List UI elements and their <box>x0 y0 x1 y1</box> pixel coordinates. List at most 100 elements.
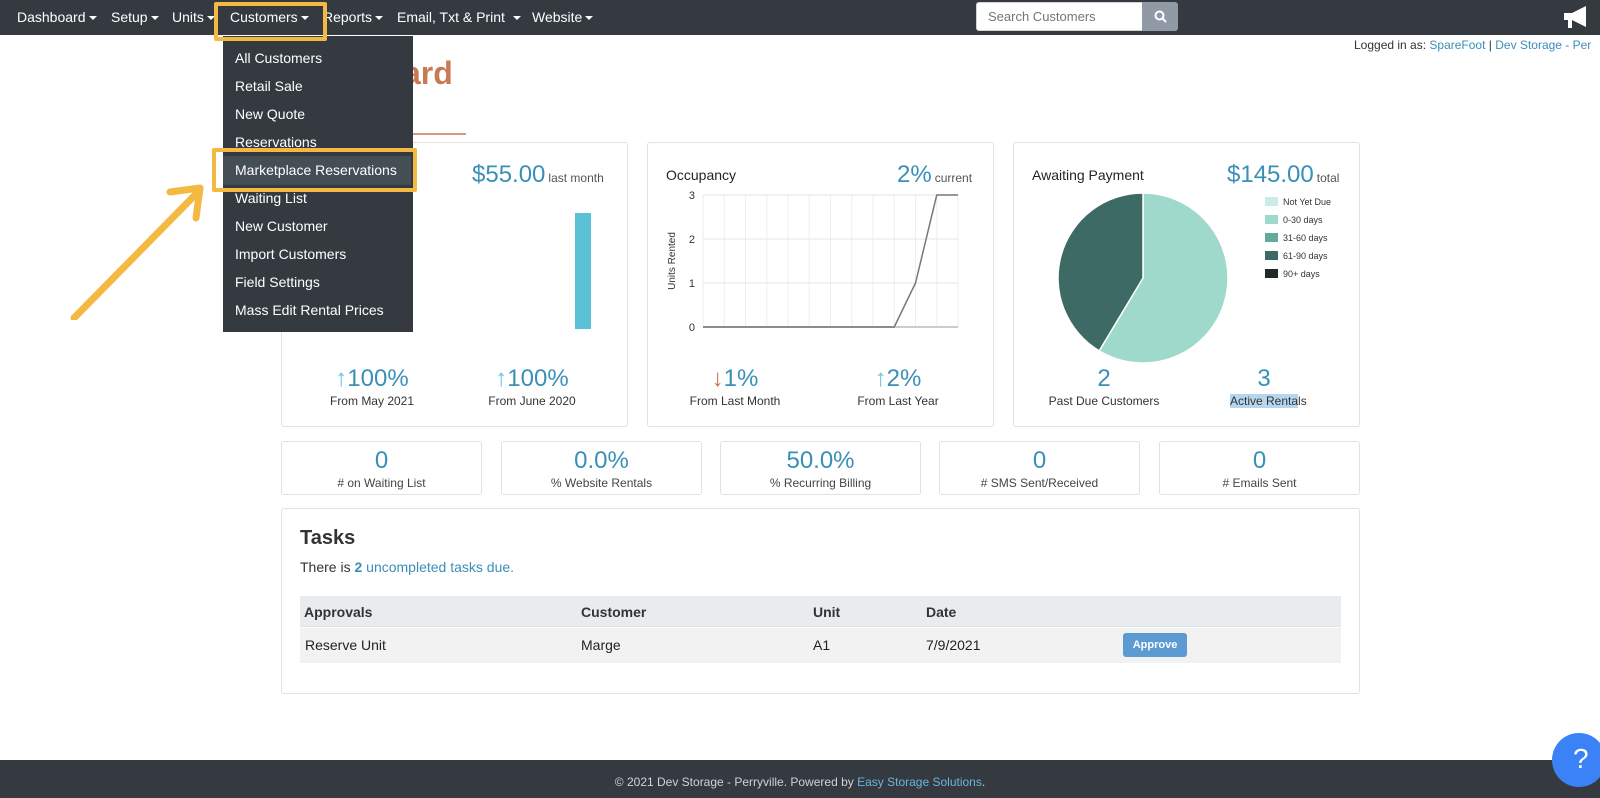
col-unit: Unit <box>813 604 841 620</box>
annotation-arrow-icon <box>70 184 204 320</box>
occupancy-y-tick: 2 <box>689 234 695 246</box>
nav-units-label: Units <box>172 9 204 25</box>
nav-dashboard[interactable]: Dashboard <box>17 9 97 25</box>
arrow-up-icon: ↑ <box>335 365 348 392</box>
revenue-value-wrap: $55.00 last month <box>472 161 604 189</box>
occupancy-y-tick: 0 <box>689 322 695 334</box>
arrow-down-icon: ↓ <box>711 365 724 392</box>
arrow-up-icon: ↑ <box>495 365 508 392</box>
nav-setup[interactable]: Setup <box>111 9 159 25</box>
website-rentals-value: 0.0% <box>574 447 629 474</box>
emails-value: 0 <box>1252 447 1267 474</box>
menu-all-customers[interactable]: All Customers <box>235 50 323 66</box>
waiting-list-label: # on Waiting List <box>337 476 426 490</box>
logged-in-info: Logged in as: SpareFoot | Dev Storage - … <box>1354 38 1591 52</box>
title-underline <box>412 133 466 135</box>
legend-swatch <box>1265 197 1278 206</box>
revenue-stat2-value: 100% <box>507 365 569 392</box>
row-date: 7/9/2021 <box>926 637 981 653</box>
row-customer-link[interactable]: Marge <box>581 637 621 653</box>
website-rentals-label: % Website Rentals <box>550 476 653 490</box>
recurring-billing-value: 50.0% <box>786 447 855 474</box>
occupancy-label: Occupancy <box>666 167 737 183</box>
footer: © 2021 Dev Storage - Perryville. Powered… <box>0 760 1600 798</box>
nav-website-label: Website <box>532 9 583 25</box>
payment-value-wrap: $145.00 total <box>1227 161 1339 189</box>
approve-button[interactable]: Approve <box>1123 633 1187 657</box>
occupancy-stat2-label: From Last Year <box>857 394 939 408</box>
search-icon <box>1154 10 1167 23</box>
pie-slice <box>1057 192 1144 352</box>
footer-prefix: © 2021 Dev Storage - Perryville. Powered… <box>614 775 854 789</box>
revenue-stat1-value: 100% <box>347 365 409 392</box>
nav-customers[interactable]: Customers <box>230 9 309 25</box>
payment-period: total <box>1316 171 1340 185</box>
nav-email-txt-print[interactable]: Email, Txt & Print <box>397 9 521 25</box>
occupancy-card: Occupancy 2% current 0 1 2 3 Units Rented ↓1%… <box>647 142 994 427</box>
occupancy-stat1: ↓1% <box>672 365 798 393</box>
waiting-list-value: 0 <box>374 447 389 474</box>
footer-suffix: . <box>981 775 986 789</box>
nav-website[interactable]: Website <box>532 9 594 25</box>
occupancy-stat1-value: 1% <box>723 365 759 392</box>
row-unit-link[interactable]: A1 <box>813 637 831 653</box>
footer-link[interactable]: Easy Storage Solutions <box>857 775 982 789</box>
nav-units[interactable]: Units <box>172 9 215 25</box>
search-button[interactable] <box>1142 2 1178 31</box>
recurring-billing-card: 50.0% % Recurring Billing <box>720 441 921 495</box>
nav-customers-label: Customers <box>230 9 298 25</box>
caret-down-icon <box>300 16 309 21</box>
menu-new-quote[interactable]: New Quote <box>235 106 306 122</box>
revenue-stat1-label: From May 2021 <box>329 394 415 408</box>
revenue-bar-chart <box>575 213 591 329</box>
menu-waiting-list[interactable]: Waiting List <box>235 190 307 206</box>
payment-stat2-label: Active Rentals <box>1230 394 1307 408</box>
user-link[interactable]: SpareFoot <box>1429 38 1486 52</box>
nav-reports[interactable]: Reports <box>323 9 384 25</box>
payment-stat2-value: 3 <box>1257 365 1271 392</box>
search-input[interactable] <box>976 2 1143 31</box>
caret-down-icon <box>375 16 384 21</box>
tasks-table-header: Approvals Customer Unit Date <box>300 596 1341 627</box>
menu-marketplace-reservations[interactable]: Marketplace Reservations <box>223 156 411 185</box>
waiting-list-card: 0 # on Waiting List <box>281 441 482 495</box>
arrow-up-icon: ↑ <box>874 365 887 392</box>
menu-field-settings[interactable]: Field Settings <box>235 274 320 290</box>
revenue-stat2: ↑100% <box>468 365 596 393</box>
pie-slice <box>1098 192 1229 364</box>
menu-reservations[interactable]: Reservations <box>235 134 317 150</box>
awaiting-payment-card: Awaiting Payment $145.00 total Not Yet Du… <box>1013 142 1360 427</box>
legend-label: 90+ days <box>1283 269 1320 279</box>
top-navbar: Dashboard Setup Units Customers Reports … <box>0 0 1600 35</box>
caret-down-icon <box>206 16 215 21</box>
payment-stat1-value: 2 <box>1097 365 1111 392</box>
marketplace-highlight-box <box>212 148 417 192</box>
occupancy-y-axis-label: Units Rented <box>667 232 678 290</box>
revenue-period: last month <box>548 171 604 185</box>
occupancy-stat2-value: 2% <box>886 365 922 392</box>
col-approvals: Approvals <box>304 604 373 620</box>
tasks-count: 2 <box>354 559 363 575</box>
separator: | <box>1488 38 1492 52</box>
legend-label: Not Yet Due <box>1283 197 1331 207</box>
tasks-summary: There is 2 uncompleted tasks due. <box>300 559 514 575</box>
menu-retail-sale[interactable]: Retail Sale <box>235 78 303 94</box>
nav-email-label: Email, Txt & Print <box>397 9 505 25</box>
tasks-link[interactable]: uncompleted tasks due. <box>366 559 515 575</box>
menu-mass-edit-rental-prices[interactable]: Mass Edit Rental Prices <box>235 302 384 318</box>
help-button[interactable]: ? <box>1552 733 1600 787</box>
menu-import-customers[interactable]: Import Customers <box>235 246 347 262</box>
occupancy-value: 2% <box>897 161 932 188</box>
revenue-stat2-label: From June 2020 <box>488 394 576 408</box>
emails-card: 0 # Emails Sent <box>1159 441 1360 495</box>
sms-card: 0 # SMS Sent/Received <box>939 441 1140 495</box>
occupancy-series-line <box>703 194 958 328</box>
sms-value: 0 <box>1032 447 1047 474</box>
megaphone-icon[interactable] <box>1562 5 1592 29</box>
occupancy-period: current <box>934 171 973 185</box>
location-link[interactable]: Dev Storage - Per <box>1495 38 1592 52</box>
menu-new-customer[interactable]: New Customer <box>235 218 328 234</box>
tasks-prefix: There is <box>300 559 351 575</box>
caret-down-icon <box>88 16 97 21</box>
occupancy-value-wrap: 2% current <box>897 161 972 189</box>
